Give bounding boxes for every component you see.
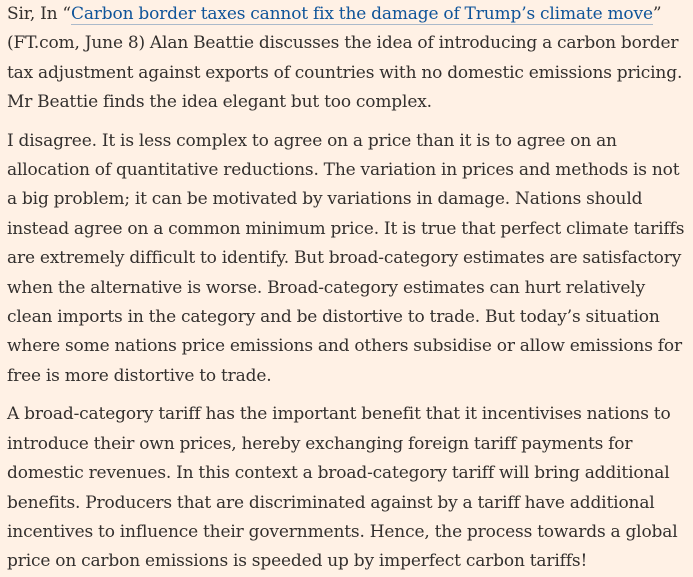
letter-paragraph-1: Sir, In “Carbon border taxes cannot fix … [7,0,685,118]
open-quote: “ [62,4,71,24]
letter-paragraph-3: A broad-category tariff has the importan… [7,404,678,572]
paragraph-1-text: (FT.com, June 8) Alan Beattie discusses … [7,33,683,113]
letter-paragraph-2: I disagree. It is less complex to agree … [7,130,685,386]
salutation: Sir, In [7,4,63,24]
article-link[interactable]: Carbon border taxes cannot fix the damag… [70,4,653,25]
close-quote: ” [652,4,662,24]
